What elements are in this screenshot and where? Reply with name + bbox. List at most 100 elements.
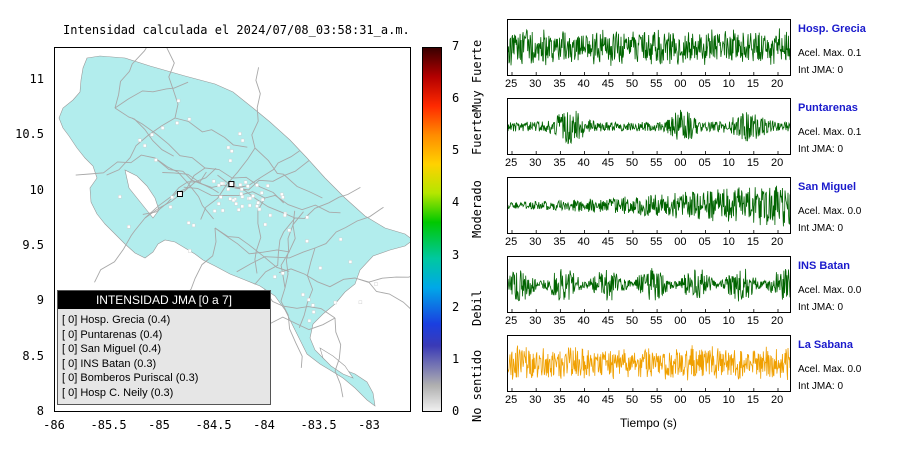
- waveform-tick-label: 10: [722, 157, 735, 169]
- road-line: [114, 81, 189, 109]
- road-line: [264, 194, 341, 214]
- legend-item: [ 0] Hosp C. Neily (0.3): [62, 387, 173, 399]
- road-line: [214, 227, 290, 255]
- road-line: [254, 217, 296, 285]
- waveform-plot: [507, 268, 791, 312]
- station-acel-max: Acel. Max. 0.0: [798, 285, 862, 296]
- waveform-tick-label: 15: [746, 78, 760, 90]
- waveform-tick-label: 40: [577, 157, 590, 169]
- town-dot: [266, 184, 270, 188]
- town-dot: [305, 215, 309, 220]
- town-dot: [255, 183, 259, 187]
- town-dot: [273, 275, 277, 279]
- legend-value: (0.4): [147, 314, 171, 326]
- road-line: [174, 117, 248, 148]
- town-dot: [281, 195, 285, 199]
- waveform-tick-label: 50: [625, 236, 639, 248]
- legend-item: [ 0] Bomberos Puriscal (0.3): [62, 372, 198, 384]
- waveform-tick-label: 45: [601, 236, 614, 248]
- legend-station: San Miguel: [80, 343, 136, 355]
- town-dot: [318, 266, 323, 270]
- map-y-tick: 8.5: [22, 348, 44, 363]
- waveform-tick-label: 00: [674, 157, 687, 169]
- waveform-tick-label: 30: [529, 157, 542, 169]
- station-acel-max: Acel. Max. 0.0: [798, 206, 862, 217]
- road-line: [154, 157, 219, 194]
- waveform-tick-label: 05: [698, 394, 711, 406]
- costa-rica-map: [58, 36, 436, 407]
- waveform-panel: [507, 335, 791, 392]
- road-line: [114, 107, 174, 157]
- station-name: La Sabana: [798, 339, 854, 351]
- waveform-plot: [507, 28, 791, 75]
- waveform-tick-label: 15: [746, 394, 760, 406]
- time-axis-label: Tiempo (s): [620, 416, 677, 430]
- waveform-tick-label: 35: [553, 78, 566, 90]
- waveform-tick-label: 40: [577, 394, 590, 406]
- waveform-tick-label: 55: [650, 78, 663, 90]
- waveform-tick-label: 35: [553, 236, 566, 248]
- town-dot: [187, 249, 192, 253]
- station-acel-max: Acel. Max. 0.1: [798, 127, 862, 138]
- road-line: [144, 167, 217, 219]
- map-y-tick: 11: [29, 72, 44, 87]
- waveform-tick-label: 40: [577, 315, 590, 327]
- town-dot: [306, 297, 311, 302]
- legend-value: (0.3): [175, 372, 199, 384]
- station-name: Hosp. Grecia: [798, 23, 866, 35]
- road-line: [106, 117, 176, 176]
- legend-item: [ 0] INS Batan (0.3): [62, 358, 156, 370]
- colorbar-label: Debil: [470, 289, 484, 326]
- town-dot: [218, 195, 223, 199]
- town-dot: [226, 187, 230, 191]
- osa-gulf: [319, 347, 354, 379]
- legend-title: INTENSIDAD JMA [0 a 7]: [58, 291, 270, 309]
- legend-item: [ 0] San Miguel (0.4): [62, 343, 161, 355]
- colorbar-label: Moderado: [470, 180, 484, 238]
- intensity-colorbar: [422, 47, 442, 412]
- town-dot: [187, 117, 192, 121]
- town-dot: [287, 228, 291, 233]
- road-line: [179, 227, 217, 304]
- station-int-jma: Int JMA: 0: [798, 302, 844, 313]
- town-dot: [307, 319, 312, 323]
- station-name: San Miguel: [798, 181, 857, 193]
- town-dot: [150, 132, 154, 137]
- waveform-tick-label: 50: [625, 315, 639, 327]
- legend-station: Hosp C. Neily: [80, 386, 148, 399]
- station-int-jma: Int JMA: 0: [798, 144, 844, 155]
- town-dot: [240, 204, 245, 209]
- map-title: Intensidad calculada el 2024/07/08_03:58…: [63, 23, 410, 37]
- station-acel-max: Acel. Max. 0.1: [798, 48, 862, 59]
- waveform-tick-label: 30: [529, 78, 542, 90]
- town-dot: [358, 300, 363, 305]
- town-dot: [230, 149, 234, 153]
- waveform-tick-label: 25: [505, 78, 518, 90]
- waveform-trace: [507, 345, 791, 381]
- station-marker: [228, 181, 235, 188]
- town-dot: [348, 260, 353, 264]
- map-x-tick: -84.5: [195, 418, 232, 432]
- road-line: [298, 247, 316, 328]
- waveform-tick-label: 20: [771, 236, 784, 248]
- waveform-plot: [507, 109, 791, 154]
- legend-level: [ 0]: [62, 357, 78, 370]
- town-dot: [216, 201, 221, 206]
- town-dot: [234, 202, 238, 206]
- colorbar-tick: 4: [452, 195, 460, 210]
- legend-level: [ 0]: [62, 314, 78, 326]
- waveform-tick-label: 35: [553, 157, 566, 169]
- town-dot: [374, 282, 378, 286]
- waveform-trace: [507, 268, 791, 302]
- town-dot: [175, 121, 179, 125]
- waveform-tick-label: 15: [746, 236, 760, 248]
- waveform-tick-label: 10: [722, 236, 735, 248]
- colorbar-tick: 5: [452, 143, 460, 158]
- colorbar-tick: 3: [452, 247, 460, 262]
- waveform-tick-label: 05: [698, 315, 711, 327]
- town-dot: [231, 198, 236, 203]
- waveform-panel: [507, 19, 791, 76]
- colorbar-label: Fuerte: [470, 111, 484, 155]
- road-line: [234, 160, 310, 191]
- station-acel-max: Acel. Max. 0.0: [798, 364, 862, 375]
